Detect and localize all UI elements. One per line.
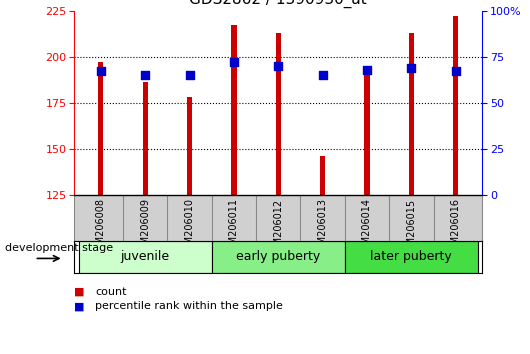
Point: [229, 59, 238, 65]
Text: percentile rank within the sample: percentile rank within the sample: [95, 301, 283, 311]
Point: [452, 69, 460, 74]
Bar: [276, 33, 281, 195]
Point: [363, 67, 371, 72]
Bar: [187, 97, 192, 195]
Bar: [78, 241, 211, 273]
Text: GSM206012: GSM206012: [273, 198, 283, 257]
Text: GSM206010: GSM206010: [184, 198, 195, 257]
Point: [96, 69, 105, 74]
Text: ■: ■: [74, 287, 85, 297]
Text: GSM206011: GSM206011: [229, 198, 239, 257]
Point: [274, 63, 282, 69]
Text: GSM206013: GSM206013: [317, 198, 328, 257]
Text: ■: ■: [74, 301, 85, 311]
Text: GSM206015: GSM206015: [407, 198, 417, 257]
Point: [407, 65, 416, 70]
Text: development stage: development stage: [5, 243, 113, 253]
Text: later puberty: later puberty: [370, 250, 452, 263]
Bar: [143, 82, 148, 195]
Text: GSM206016: GSM206016: [450, 198, 461, 257]
Bar: [211, 241, 345, 273]
Text: GSM206008: GSM206008: [96, 198, 106, 257]
Point: [186, 72, 194, 78]
Bar: [409, 33, 414, 195]
Point: [319, 72, 327, 78]
Bar: [98, 62, 103, 195]
Bar: [345, 241, 478, 273]
Bar: [320, 156, 325, 195]
Text: GSM206009: GSM206009: [140, 198, 150, 257]
Text: juvenile: juvenile: [121, 250, 170, 263]
Bar: [453, 16, 458, 195]
Text: count: count: [95, 287, 127, 297]
Bar: [231, 25, 236, 195]
Point: [141, 72, 149, 78]
Title: GDS2862 / 1390930_at: GDS2862 / 1390930_at: [189, 0, 367, 8]
Bar: [364, 72, 369, 195]
Text: GSM206014: GSM206014: [362, 198, 372, 257]
Text: early puberty: early puberty: [236, 250, 320, 263]
